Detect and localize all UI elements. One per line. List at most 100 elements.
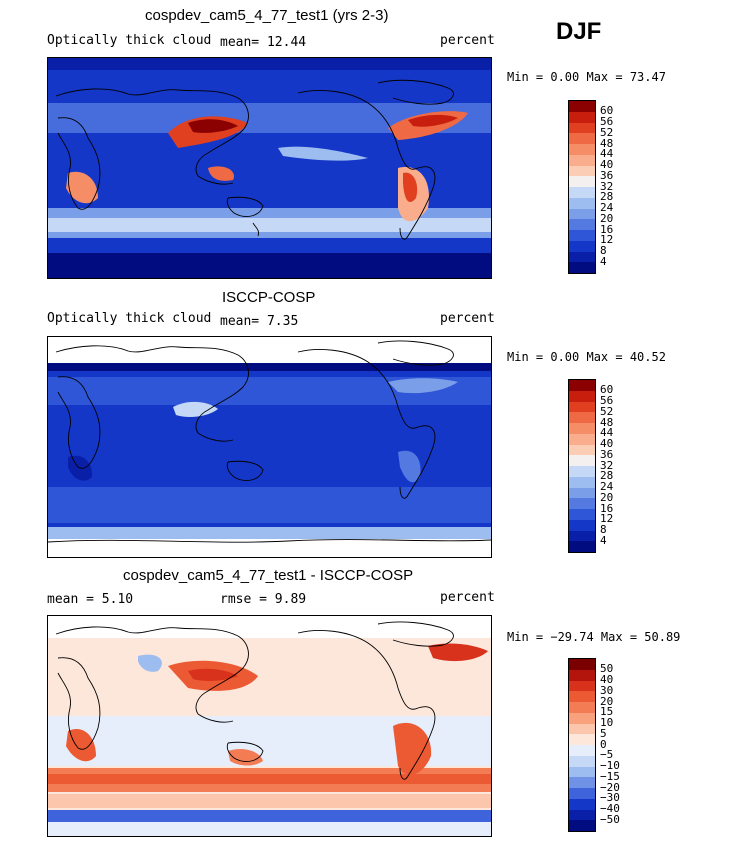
colorbar-tick-label: −40 bbox=[600, 802, 620, 815]
colorbar-segment bbox=[569, 219, 595, 230]
colorbar-segment bbox=[569, 487, 595, 499]
colorbar-tick-label: −15 bbox=[600, 769, 620, 783]
panel1-mean-label: mean= 12.44 bbox=[220, 35, 307, 50]
colorbar-tick-label: 20 bbox=[600, 211, 614, 225]
colorbar-segment bbox=[569, 251, 595, 263]
colorbar-segment bbox=[569, 187, 595, 198]
colorbar-segment bbox=[569, 691, 595, 702]
colorbar-tick-label: 44 bbox=[600, 426, 614, 440]
colorbar-tick-label: 32 bbox=[600, 179, 614, 193]
colorbar-segment bbox=[569, 723, 595, 735]
colorbar-segment bbox=[569, 208, 595, 220]
colorbar-tick-label: 56 bbox=[600, 115, 614, 128]
colorbar-segment bbox=[569, 755, 595, 767]
colorbar-segment bbox=[569, 101, 595, 112]
colorbar-tick-label: 40 bbox=[600, 673, 614, 686]
colorbar-segment bbox=[569, 498, 595, 509]
colorbar-tick-label: −5 bbox=[600, 748, 614, 762]
colorbar-segment bbox=[569, 702, 595, 713]
panel2-title: ISCCP-COSP bbox=[222, 289, 316, 306]
colorbar-segment bbox=[569, 144, 595, 155]
colorbar-segment bbox=[569, 809, 595, 821]
colorbar-segment bbox=[569, 122, 595, 134]
colorbar-segment bbox=[569, 444, 595, 456]
panel3-colorbar-segments bbox=[569, 659, 595, 831]
panel2-map bbox=[47, 336, 492, 558]
colorbar-tick-label: 24 bbox=[600, 201, 614, 214]
colorbar-segment bbox=[569, 197, 595, 209]
colorbar-tick-label: −20 bbox=[600, 780, 620, 794]
panel3-units-label: percent bbox=[440, 590, 495, 605]
panel2-field-label: Optically thick cloud bbox=[47, 311, 212, 326]
panel1-units-label: percent bbox=[440, 33, 495, 48]
colorbar-tick-label: 56 bbox=[600, 394, 614, 407]
colorbar-segment bbox=[569, 541, 595, 552]
colorbar-segment bbox=[569, 401, 595, 413]
colorbar-segment bbox=[569, 680, 595, 692]
colorbar-segment bbox=[569, 165, 595, 177]
colorbar-segment bbox=[569, 476, 595, 488]
colorbar-segment bbox=[569, 133, 595, 144]
panel3-rmse-label: rmse = 9.89 bbox=[220, 592, 307, 607]
colorbar-tick-label: −50 bbox=[600, 812, 620, 826]
colorbar-segment bbox=[569, 712, 595, 724]
colorbar-segment bbox=[569, 455, 595, 466]
colorbar-segment bbox=[569, 111, 595, 123]
colorbar-tick-label: 50 bbox=[600, 662, 614, 676]
colorbar-tick-label: 28 bbox=[600, 469, 614, 483]
panel1-colorbar bbox=[568, 100, 596, 274]
panel1-map bbox=[47, 57, 492, 279]
colorbar-tick-label: 52 bbox=[600, 404, 614, 418]
panel3-mean-label: mean = 5.10 bbox=[47, 592, 134, 607]
colorbar-segment bbox=[569, 509, 595, 520]
colorbar-segment bbox=[569, 766, 595, 778]
panel1-range-label: Min = 0.00 Max = 73.47 bbox=[507, 70, 666, 84]
colorbar-segment bbox=[569, 154, 595, 166]
colorbar-tick-label: 48 bbox=[600, 415, 614, 429]
colorbar-tick-label: 52 bbox=[600, 125, 614, 139]
colorbar-tick-label: 10 bbox=[600, 716, 614, 729]
colorbar-segment bbox=[569, 230, 595, 241]
panel1-field-label: Optically thick cloud bbox=[47, 33, 212, 48]
colorbar-tick-label: 40 bbox=[600, 437, 614, 450]
colorbar-tick-label: 60 bbox=[600, 383, 614, 397]
colorbar-segment bbox=[569, 433, 595, 445]
colorbar-segment bbox=[569, 788, 595, 799]
colorbar-segment bbox=[569, 176, 595, 187]
colorbar-segment bbox=[569, 519, 595, 531]
colorbar-tick-label: 12 bbox=[600, 512, 614, 526]
colorbar-tick-label: −30 bbox=[600, 791, 620, 805]
colorbar-segment bbox=[569, 530, 595, 542]
colorbar-segment bbox=[569, 777, 595, 788]
colorbar-tick-label: 12 bbox=[600, 233, 614, 247]
colorbar-tick-label: 8 bbox=[600, 244, 607, 257]
colorbar-segment bbox=[569, 423, 595, 434]
panel2-units-label: percent bbox=[440, 311, 495, 326]
colorbar-tick-label: 8 bbox=[600, 523, 607, 536]
colorbar-segment bbox=[569, 240, 595, 252]
colorbar-segment bbox=[569, 466, 595, 477]
colorbar-tick-label: 0 bbox=[600, 737, 607, 751]
season-label: DJF bbox=[556, 18, 602, 45]
colorbar-tick-label: 16 bbox=[600, 222, 614, 236]
colorbar-tick-label: 15 bbox=[600, 705, 614, 719]
colorbar-tick-label: 60 bbox=[600, 104, 614, 118]
panel3-title: cospdev_cam5_4_77_test1 - ISCCP-COSP bbox=[123, 567, 414, 584]
colorbar-tick-label: 28 bbox=[600, 190, 614, 204]
colorbar-segment bbox=[569, 262, 595, 273]
colorbar-tick-label: 20 bbox=[600, 490, 614, 504]
panel1-title: cospdev_cam5_4_77_test1 (yrs 2-3) bbox=[145, 7, 389, 24]
panel2-range-label: Min = 0.00 Max = 40.52 bbox=[507, 350, 666, 364]
colorbar-tick-label: 20 bbox=[600, 694, 614, 708]
colorbar-tick-label: 32 bbox=[600, 458, 614, 472]
panel2-mean-label: mean= 7.35 bbox=[220, 314, 299, 329]
colorbar-tick-label: 40 bbox=[600, 158, 614, 171]
colorbar-segment bbox=[569, 745, 595, 756]
colorbar-segment bbox=[569, 669, 595, 681]
colorbar-segment bbox=[569, 820, 595, 831]
colorbar-segment bbox=[569, 659, 595, 670]
colorbar-segment bbox=[569, 380, 595, 391]
panel3-colorbar bbox=[568, 658, 596, 832]
colorbar-tick-label: 4 bbox=[600, 533, 607, 547]
colorbar-tick-label: 4 bbox=[600, 254, 607, 268]
